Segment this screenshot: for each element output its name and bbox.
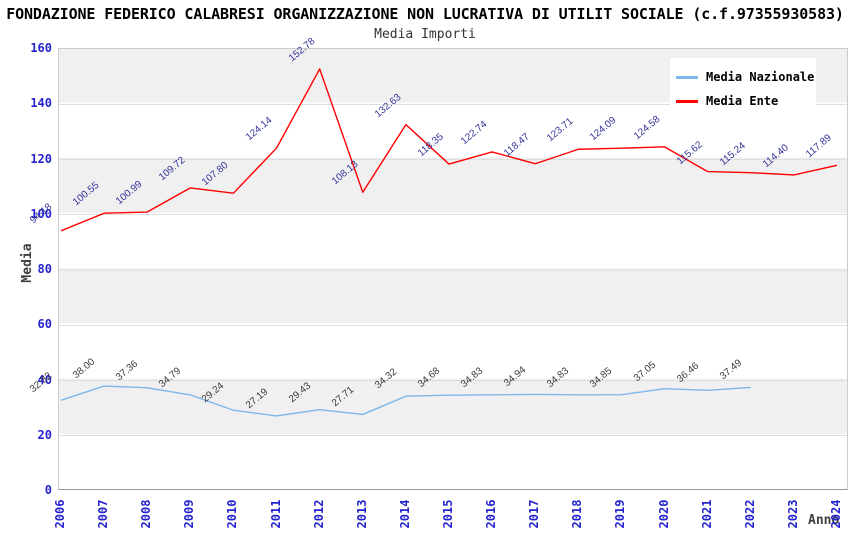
x-tick-label: 2023	[785, 499, 800, 529]
x-tick-label: 2007	[96, 499, 111, 529]
media-ente-swatch-icon	[676, 99, 698, 103]
media-nazionale-line	[60, 385, 751, 417]
x-tick-label: 2018	[570, 499, 585, 529]
media-nazionale-swatch-icon	[676, 75, 698, 79]
legend-label: Media Ente	[706, 94, 779, 108]
x-tick-label: 2009	[182, 499, 197, 529]
gridline	[59, 269, 847, 271]
gridline	[59, 103, 847, 105]
gridline	[59, 159, 847, 160]
x-tick-label: 2019	[613, 499, 628, 529]
gridline	[59, 435, 847, 437]
x-axis-title: Anno	[808, 513, 840, 528]
x-tick-label: 2015	[441, 499, 455, 529]
gridline	[59, 380, 847, 381]
media-ente-line	[60, 68, 838, 232]
legend: Media Nazionale Media Ente	[670, 58, 816, 120]
y-tick-label: 100	[30, 206, 52, 221]
x-tick-label: 2011	[268, 499, 283, 529]
gridline	[59, 324, 847, 326]
y-tick-label: 160	[30, 41, 52, 55]
x-tick-label: 2016	[484, 499, 499, 529]
x-tick-label: 2020	[656, 499, 671, 529]
x-tick-label: 2021	[699, 499, 714, 529]
x-tick-label: 2008	[139, 499, 154, 529]
y-tick-label: 120	[30, 151, 52, 166]
y-tick-label: 60	[37, 317, 52, 332]
y-tick-label: 0	[44, 483, 52, 497]
y-tick-label: 20	[37, 427, 52, 442]
x-tick-label: 2013	[354, 499, 369, 529]
legend-item-media-ente: Media Ente	[676, 89, 816, 113]
y-tick-label: 80	[37, 262, 52, 276]
legend-item-media-nazionale: Media Nazionale	[676, 65, 816, 89]
x-tick-label: 2012	[311, 499, 326, 529]
series-lines	[60, 68, 838, 417]
y-tick-label: 140	[30, 96, 52, 111]
x-tick-label: 2024	[829, 499, 843, 529]
legend-label: Media Nazionale	[706, 70, 815, 84]
x-tick-label: 2010	[225, 499, 240, 529]
plot-area	[58, 48, 848, 490]
y-tick-label: 40	[37, 372, 52, 387]
chart-subtitle: Media Importi	[374, 27, 476, 42]
gridline	[59, 214, 847, 216]
x-tick-label: 2017	[527, 499, 542, 529]
x-tick-label: 2006	[53, 499, 67, 529]
x-tick-label: 2022	[742, 499, 757, 529]
x-tick-label: 2014	[397, 499, 412, 529]
chart-title: FONDAZIONE FEDERICO CALABRESI ORGANIZZAZ…	[6, 5, 844, 23]
